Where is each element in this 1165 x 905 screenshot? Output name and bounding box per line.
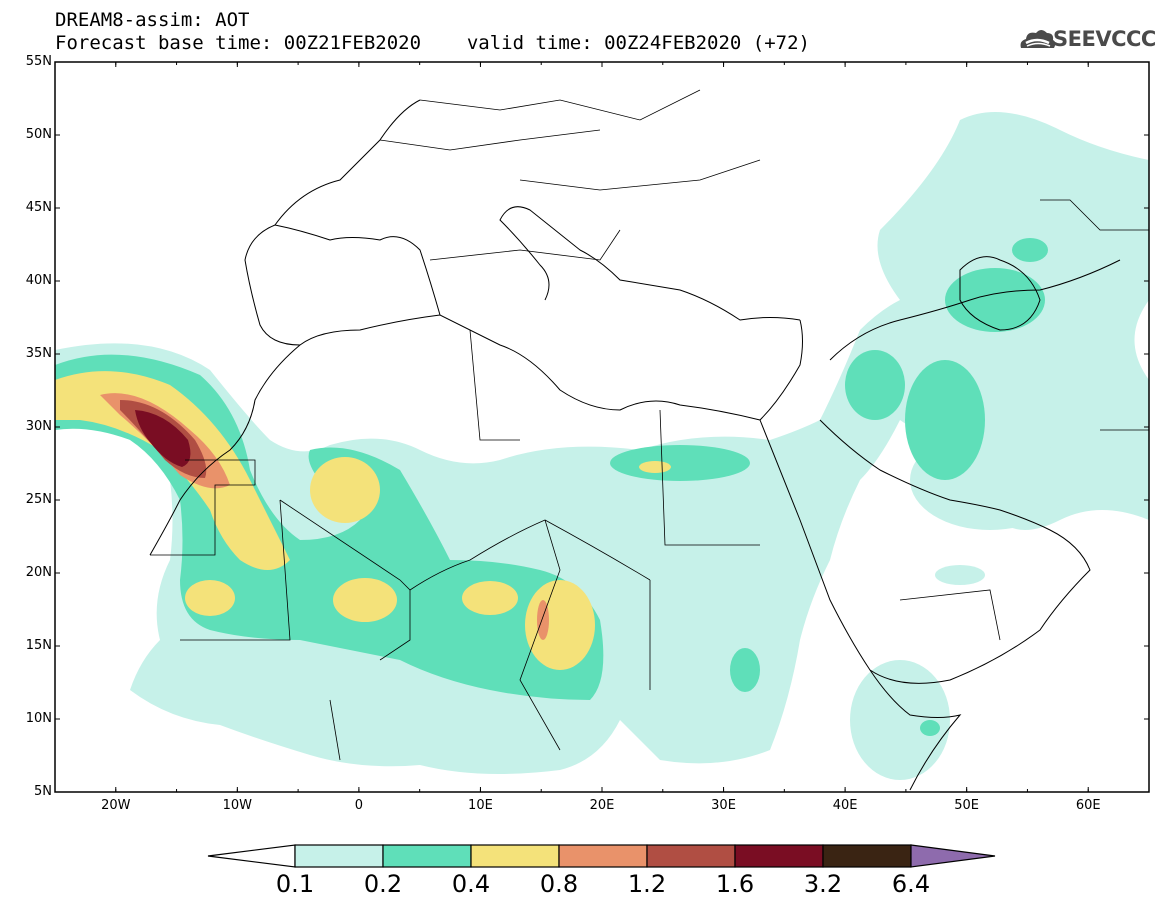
lat-tick-label: 10N [25,711,52,726]
colorbar-bin-3 [470,844,560,868]
lat-tick-label: 45N [25,200,52,215]
lon-tick-label: 20E [589,798,615,813]
title-line: DREAM8-assim: AOT [55,9,250,31]
subtitle-line: Forecast base time: 00Z21FEB2020 valid t… [55,33,810,53]
colorbar-bin-2 [382,844,472,868]
colorbar-label: 3.2 [803,870,843,898]
lat-tick-label: 35N [25,346,52,361]
aot-layer-06 [135,410,191,467]
lon-tick-label: 10W [222,798,253,813]
lat-tick-label: 5N [34,784,52,799]
colorbar-label: 0.1 [275,870,315,898]
lat-tick-label: 15N [25,638,52,653]
colorbar [207,844,996,868]
colorbar-bin-5 [646,844,736,868]
coastlines [149,99,1121,791]
valid-time-label: valid time: 00Z24FEB2020 (+72) [466,32,810,54]
lon-tick-label: 40E [832,798,858,813]
colorbar-label: 1.6 [715,870,755,898]
colorbar-bin-4 [558,844,648,868]
lon-tick-label: 50E [954,798,980,813]
colorbar-label: 1.2 [627,870,667,898]
lat-tick-label: 25N [25,492,52,507]
lat-tick-label: 55N [25,54,52,69]
lat-tick-label: 50N [25,127,52,142]
lat-tick-label: 40N [25,273,52,288]
colorbar-bin-7 [822,844,912,868]
lon-tick-label: 60E [1075,798,1101,813]
lat-tick-label: 20N [25,565,52,580]
colorbar-label: 0.2 [363,870,403,898]
borders [150,89,1149,761]
lat-tick-label: 30N [25,419,52,434]
lon-tick-label: 0 [354,798,364,813]
colorbar-lower-arrow [207,844,296,868]
lon-tick-label: 10E [468,798,493,813]
logo-text: SEEVCCC [1053,27,1156,51]
axis-ticks [54,61,1150,793]
colorbar-label: 0.4 [451,870,491,898]
colorbar-label: 6.4 [891,870,931,898]
colorbar-bin-1 [294,844,384,868]
colorbar-upper-arrow [910,844,996,868]
cloud-icon [1020,30,1056,48]
colorbar-bin-6 [734,844,824,868]
lon-tick-label: 30E [711,798,736,813]
base-time-label: Forecast base time: 00Z21FEB2020 [55,32,422,54]
colorbar-label: 0.8 [539,870,579,898]
lon-tick-label: 20W [101,798,131,813]
